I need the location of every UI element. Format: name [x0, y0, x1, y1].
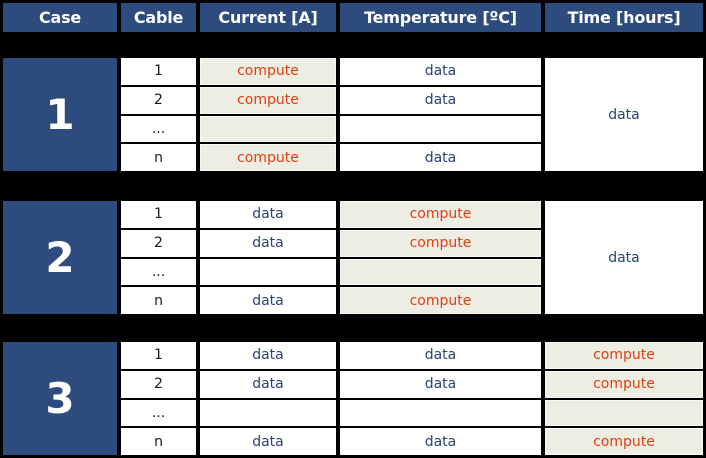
time-cell-merged: data: [545, 58, 703, 171]
cable-cell: ...: [121, 399, 196, 427]
current-cell: compute: [200, 144, 336, 171]
current-cell: compute: [200, 86, 336, 114]
cable-cell: 1: [121, 342, 196, 369]
case-block-3: 3 1 data data compute 2 data data comput…: [3, 342, 703, 455]
cable-cell: ...: [121, 115, 196, 143]
cable-cell: 2: [121, 370, 196, 398]
cable-cell: ...: [121, 258, 196, 286]
cable-cell: 2: [121, 229, 196, 257]
cable-cell: 1: [121, 58, 196, 85]
temperature-cell: data: [340, 428, 541, 455]
table-header: Case Cable Current [A] Temperature [ºC] …: [3, 3, 703, 32]
current-cell: data: [200, 370, 336, 398]
current-cell: compute: [200, 58, 336, 85]
time-cell: [545, 399, 703, 427]
current-cell: [200, 399, 336, 427]
temperature-cell: [340, 115, 541, 143]
current-cell: data: [200, 201, 336, 228]
cable-cell: n: [121, 428, 196, 455]
case-block-1: 1 1 compute data data 2 compute data ...…: [3, 58, 703, 171]
case-number: 1: [3, 58, 117, 171]
cable-cell: 1: [121, 201, 196, 228]
temperature-cell: compute: [340, 229, 541, 257]
time-cell-merged: data: [545, 201, 703, 314]
case-block-2: 2 1 data compute data 2 data compute ...…: [3, 201, 703, 314]
current-cell: [200, 115, 336, 143]
temperature-cell: data: [340, 86, 541, 114]
temperature-cell: data: [340, 370, 541, 398]
header-current: Current [A]: [200, 3, 336, 32]
temperature-cell: [340, 399, 541, 427]
current-cell: data: [200, 428, 336, 455]
case-number: 3: [3, 342, 117, 455]
header-time: Time [hours]: [545, 3, 703, 32]
temperature-cell: data: [340, 342, 541, 369]
current-cell: data: [200, 287, 336, 314]
cable-cell: n: [121, 287, 196, 314]
cable-cell: n: [121, 144, 196, 171]
case-number: 2: [3, 201, 117, 314]
time-cell: compute: [545, 342, 703, 369]
header-cable: Cable: [121, 3, 196, 32]
current-cell: [200, 258, 336, 286]
temperature-cell: data: [340, 58, 541, 85]
header-temperature: Temperature [ºC]: [340, 3, 541, 32]
temperature-cell: compute: [340, 201, 541, 228]
temperature-cell: compute: [340, 287, 541, 314]
temperature-cell: [340, 258, 541, 286]
current-cell: data: [200, 229, 336, 257]
temperature-cell: data: [340, 144, 541, 171]
header-case: Case: [3, 3, 117, 32]
time-cell: compute: [545, 370, 703, 398]
cable-cell: 2: [121, 86, 196, 114]
current-cell: data: [200, 342, 336, 369]
time-cell: compute: [545, 428, 703, 455]
